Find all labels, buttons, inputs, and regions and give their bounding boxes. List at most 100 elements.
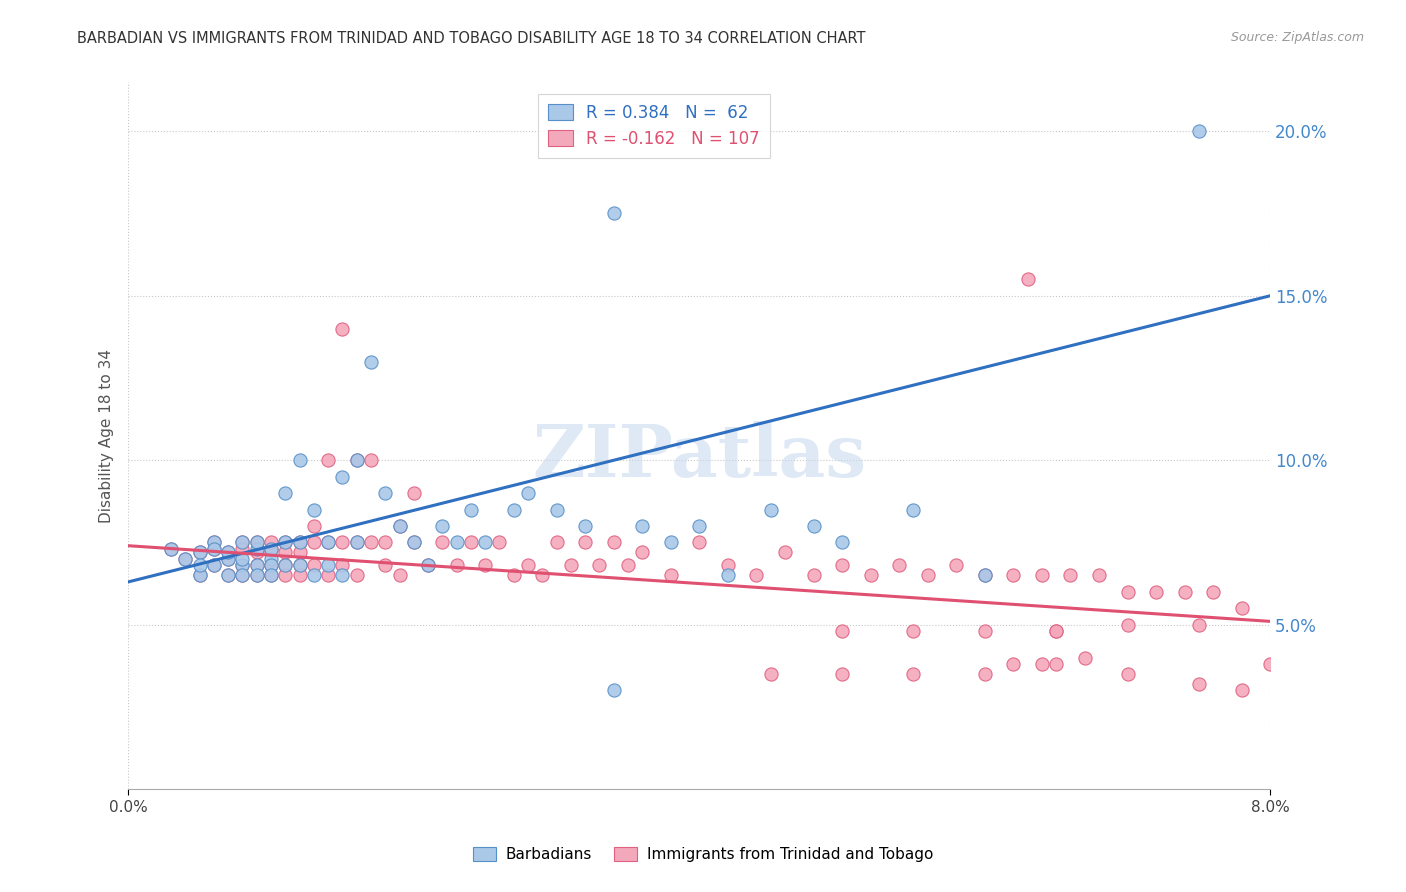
Point	[1045, 657, 1067, 672]
Point	[260, 568, 283, 582]
Point	[316, 453, 339, 467]
Point	[460, 535, 482, 549]
Point	[388, 568, 411, 582]
Point	[388, 519, 411, 533]
Point	[188, 545, 211, 559]
Point	[360, 354, 382, 368]
Point	[231, 541, 253, 556]
Point	[260, 535, 283, 549]
Point	[717, 558, 740, 573]
Point	[889, 558, 911, 573]
Point	[217, 545, 239, 559]
Point	[1017, 272, 1039, 286]
Point	[1202, 584, 1225, 599]
Point	[231, 558, 253, 573]
Point	[332, 558, 354, 573]
Point	[973, 624, 995, 639]
Point	[460, 502, 482, 516]
Point	[1074, 650, 1097, 665]
Point	[517, 558, 540, 573]
Point	[474, 558, 496, 573]
Point	[1002, 657, 1025, 672]
Point	[360, 453, 382, 467]
Point	[332, 568, 354, 582]
Point	[302, 535, 325, 549]
Point	[246, 568, 269, 582]
Point	[188, 568, 211, 582]
Point	[288, 558, 311, 573]
Point	[174, 552, 197, 566]
Point	[631, 545, 654, 559]
Point	[274, 558, 297, 573]
Point	[260, 552, 283, 566]
Point	[588, 558, 610, 573]
Point	[903, 502, 925, 516]
Point	[1031, 568, 1053, 582]
Legend: Barbadians, Immigrants from Trinidad and Tobago: Barbadians, Immigrants from Trinidad and…	[467, 840, 939, 868]
Point	[917, 568, 939, 582]
Point	[745, 568, 768, 582]
Point	[1031, 657, 1053, 672]
Point	[316, 568, 339, 582]
Point	[1116, 584, 1139, 599]
Point	[416, 558, 439, 573]
Point	[246, 535, 269, 549]
Point	[973, 667, 995, 681]
Point	[1188, 124, 1211, 138]
Point	[759, 667, 782, 681]
Point	[202, 541, 225, 556]
Point	[831, 624, 853, 639]
Point	[188, 568, 211, 582]
Point	[302, 519, 325, 533]
Point	[288, 535, 311, 549]
Point	[1059, 568, 1081, 582]
Legend: R = 0.384   N =  62, R = -0.162   N = 107: R = 0.384 N = 62, R = -0.162 N = 107	[537, 94, 769, 158]
Point	[1088, 568, 1111, 582]
Point	[1045, 624, 1067, 639]
Point	[346, 453, 368, 467]
Point	[602, 206, 624, 220]
Point	[288, 558, 311, 573]
Point	[246, 558, 269, 573]
Point	[773, 545, 796, 559]
Point	[246, 568, 269, 582]
Point	[246, 545, 269, 559]
Point	[274, 545, 297, 559]
Point	[231, 568, 253, 582]
Point	[202, 558, 225, 573]
Point	[302, 502, 325, 516]
Point	[759, 502, 782, 516]
Point	[202, 535, 225, 549]
Point	[973, 568, 995, 582]
Point	[360, 535, 382, 549]
Point	[217, 568, 239, 582]
Point	[1174, 584, 1197, 599]
Point	[274, 535, 297, 549]
Point	[302, 568, 325, 582]
Point	[274, 568, 297, 582]
Point	[402, 535, 425, 549]
Point	[302, 558, 325, 573]
Point	[288, 545, 311, 559]
Point	[517, 486, 540, 500]
Point	[1002, 568, 1025, 582]
Point	[231, 552, 253, 566]
Point	[274, 486, 297, 500]
Point	[502, 568, 524, 582]
Point	[432, 535, 454, 549]
Point	[831, 667, 853, 681]
Point	[260, 558, 283, 573]
Point	[332, 469, 354, 483]
Point	[260, 541, 283, 556]
Point	[1116, 617, 1139, 632]
Point	[688, 535, 710, 549]
Point	[488, 535, 510, 549]
Point	[316, 558, 339, 573]
Point	[217, 568, 239, 582]
Point	[202, 558, 225, 573]
Point	[1045, 624, 1067, 639]
Point	[531, 568, 554, 582]
Point	[574, 519, 596, 533]
Point	[1260, 657, 1282, 672]
Point	[346, 535, 368, 549]
